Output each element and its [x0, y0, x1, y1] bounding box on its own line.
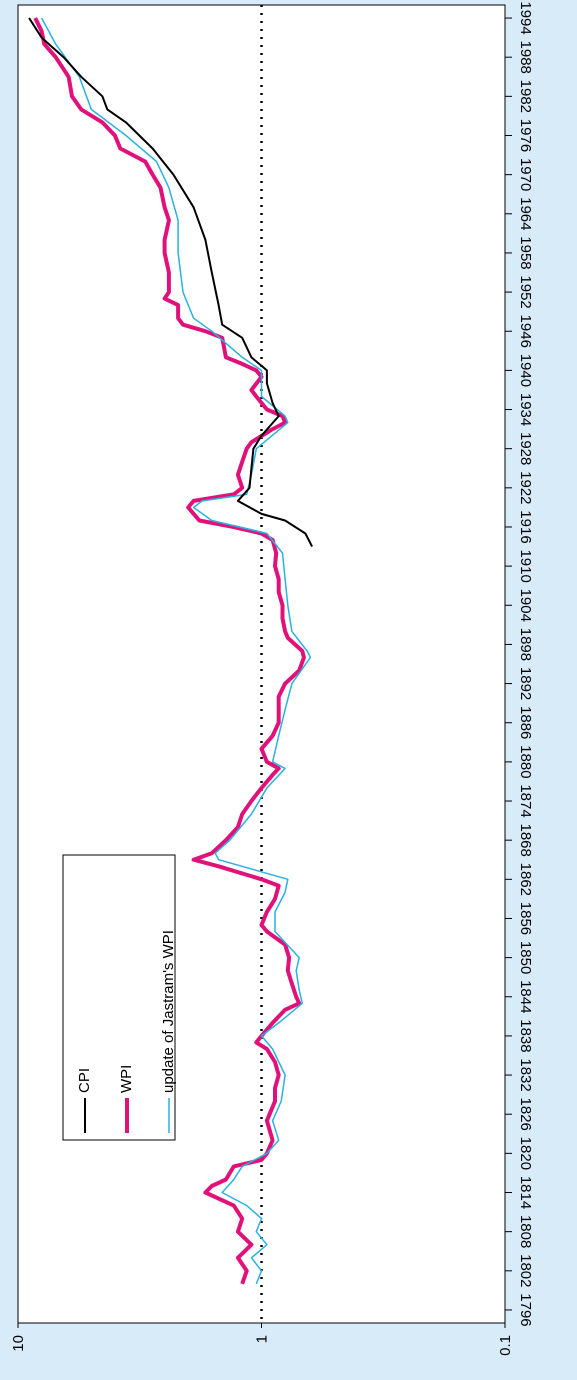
x-tick-label: 1958	[517, 236, 534, 269]
legend-box	[62, 854, 176, 1141]
series-line	[33, 17, 306, 1285]
x-tick-label: 1946	[517, 315, 534, 348]
x-tick-label: 1814	[517, 1176, 534, 1209]
legend-label: WPI	[118, 1065, 135, 1093]
x-tick-label: 1970	[517, 158, 534, 191]
x-tick-label: 1898	[517, 628, 534, 661]
x-tick-label: 1988	[517, 41, 534, 74]
x-tick-label: 1916	[517, 510, 534, 543]
x-tick-label: 1856	[517, 902, 534, 935]
x-tick-label: 1868	[517, 823, 534, 856]
x-tick-label: 1910	[517, 549, 534, 582]
x-tick-label: 1850	[517, 941, 534, 974]
x-tick-label: 1808	[517, 1215, 534, 1248]
legend-label: CPI	[76, 1068, 93, 1093]
x-tick-label: 1826	[517, 1098, 534, 1131]
x-tick-label: 1982	[517, 80, 534, 113]
x-tick-label: 1934	[517, 393, 534, 426]
x-tick-label: 1904	[517, 589, 534, 622]
x-tick-label: 1928	[517, 432, 534, 465]
legend-label: update of Jastram's WPI	[160, 930, 177, 1093]
series-line	[28, 17, 313, 548]
y-tick-label: 1	[254, 1335, 271, 1343]
x-tick-label: 1820	[517, 1137, 534, 1170]
x-tick-label: 1994	[517, 1, 534, 34]
x-tick-label: 1976	[517, 119, 534, 152]
x-tick-label: 1796	[517, 1293, 534, 1326]
x-tick-label: 1886	[517, 706, 534, 739]
x-tick-label: 1952	[517, 275, 534, 308]
x-tick-label: 1892	[517, 667, 534, 700]
series-line	[40, 17, 312, 1285]
x-tick-label: 1874	[517, 784, 534, 817]
x-tick-label: 1940	[517, 354, 534, 387]
x-tick-label: 1832	[517, 1058, 534, 1091]
x-tick-label: 1802	[517, 1254, 534, 1287]
x-tick-label: 1862	[517, 863, 534, 896]
x-tick-label: 1922	[517, 471, 534, 504]
x-tick-label: 1838	[517, 1019, 534, 1052]
x-tick-label: 1880	[517, 745, 534, 778]
y-tick-label: 10	[10, 1335, 27, 1352]
x-tick-label: 1964	[517, 197, 534, 230]
x-tick-label: 1844	[517, 980, 534, 1013]
y-tick-label: 0.1	[497, 1335, 514, 1356]
